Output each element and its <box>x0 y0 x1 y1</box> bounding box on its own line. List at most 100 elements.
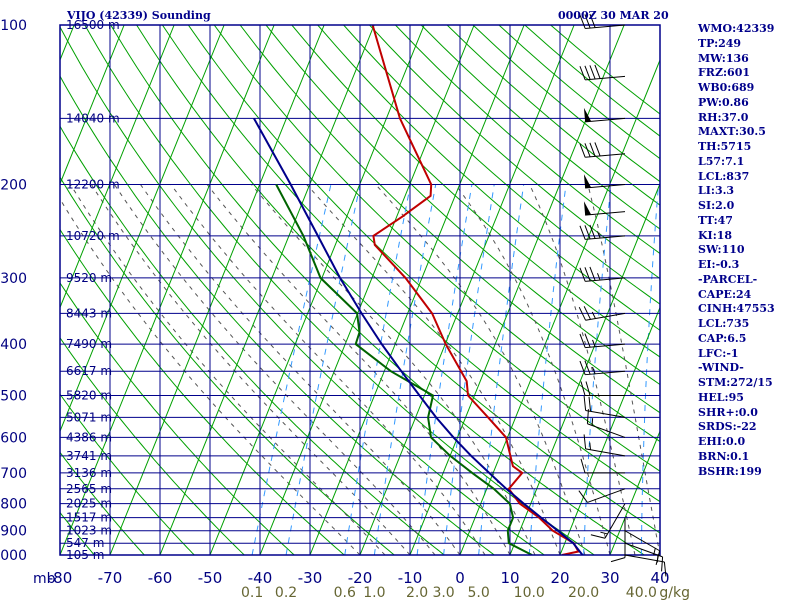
height-level-label: 2565 m <box>66 482 112 496</box>
moist-adiabat <box>251 184 536 555</box>
wind-barb-feather <box>589 224 596 239</box>
temperature-tick-label: -10 <box>398 569 423 587</box>
wind-barb <box>578 306 626 321</box>
wind-barb <box>579 266 626 282</box>
height-level-label: 1517 m <box>66 511 112 525</box>
wind-barb-pennant <box>583 174 592 189</box>
wind-barb-feather <box>583 306 591 320</box>
sounding-index: SHR+:0.0 <box>698 405 758 419</box>
wind-barb-feather <box>578 306 587 321</box>
wind-barb-feather <box>655 550 661 565</box>
sounding-index: MAXT:30.5 <box>698 125 766 139</box>
pressure-tick-label: 200 <box>0 178 27 194</box>
wind-barb-feather <box>579 267 586 282</box>
wind-barb-feather <box>584 360 591 375</box>
wind-barb-half-feather <box>589 442 592 450</box>
dry-adiabat <box>84 25 595 555</box>
pressure-tick-label: 300 <box>0 271 27 287</box>
wind-barb-feather <box>610 557 626 563</box>
chart-title: VIJO (42339) Sounding <box>67 9 211 22</box>
mixing-ratio-line <box>416 184 473 555</box>
temperature-tick-label: -80 <box>48 569 73 587</box>
height-level-label: 105 m <box>66 548 104 562</box>
moist-adiabat <box>113 184 436 555</box>
wind-barb-half-feather <box>591 418 594 426</box>
wind-barb-staff <box>585 343 626 349</box>
wind-barb-feather <box>583 395 587 411</box>
sounding-index: L57:7.1 <box>698 154 745 168</box>
parcel-trace <box>253 117 584 555</box>
mixing-ratio-label: 0.1 <box>241 585 263 600</box>
isotherm <box>559 306 660 555</box>
sounding-index: TP:249 <box>698 36 742 50</box>
wind-barb-feather <box>584 143 591 158</box>
wind-barb-staff <box>624 530 660 552</box>
dry-adiabat <box>60 282 295 555</box>
wind-barb <box>583 107 626 123</box>
moist-adiabat <box>170 184 486 555</box>
wind-barb-staff <box>585 117 626 123</box>
moist-adiabat <box>90 184 411 555</box>
wind-barb <box>579 333 626 349</box>
wind-barb-feather <box>584 14 591 29</box>
height-level-label: 6617 m <box>66 364 112 378</box>
wind-barb-staff <box>587 423 626 438</box>
height-level-label: 1023 m <box>66 524 112 538</box>
wind-barb-half-feather <box>600 531 608 535</box>
isotherm <box>60 25 125 186</box>
sounding-index: PW:0.86 <box>698 95 749 109</box>
temperature-tick-label: 20 <box>550 569 569 587</box>
mixing-ratio-label: 0.6 <box>334 585 356 600</box>
wind-barb-feather <box>594 64 601 79</box>
sounding-index: SI:2.0 <box>698 199 735 212</box>
wind-barb-pennant <box>583 107 592 122</box>
mixing-ratio-line <box>640 184 659 555</box>
wind-barb-feather <box>584 65 591 80</box>
temperature-profile <box>371 25 580 555</box>
isotherm <box>309 25 525 555</box>
wind-barb-feather <box>580 458 586 474</box>
wind-barb-feather <box>579 333 586 348</box>
height-level-label: 7490 m <box>66 337 112 351</box>
dry-adiabat <box>161 25 660 503</box>
wind-barb-feather <box>590 534 606 539</box>
wind-barb-staff <box>585 277 626 282</box>
wind-barb-half-feather <box>591 311 596 319</box>
pressure-tick-label: 1000 <box>0 548 27 564</box>
isotherm <box>60 25 175 309</box>
wind-barb-feather <box>578 490 588 503</box>
sounding-indices-list: WMO:42339 TP:249 MW:136 FRZ:601 WB0:689 PW:0.… <box>698 22 798 479</box>
wind-barb-half-feather <box>592 339 596 347</box>
dry-adiabat <box>60 25 545 555</box>
wind-barb-feather <box>583 434 587 449</box>
wind-barb-feather <box>584 225 591 240</box>
mixing-ratio-line <box>373 184 437 555</box>
sounding-index: EHI:0.0 <box>698 435 746 448</box>
sounding-index: HEL:95 <box>698 390 744 404</box>
pressure-tick-label: 500 <box>0 388 27 404</box>
isotherm <box>60 25 275 555</box>
wind-barb <box>579 64 626 81</box>
height-level-label: 9520 m <box>66 271 112 285</box>
height-level-label: 4386 m <box>66 430 112 444</box>
isotherm <box>459 58 660 555</box>
wind-barb-staff <box>585 211 626 216</box>
isotherm <box>109 25 325 555</box>
wind-barb-feather <box>579 14 586 29</box>
wind-barb <box>610 517 626 563</box>
wind-barb <box>579 13 626 29</box>
mixing-ratio-line <box>285 184 361 555</box>
wind-barb-feather <box>584 267 591 282</box>
sounding-index: CAP:6.5 <box>698 331 747 345</box>
sounding-index: BSHR:199 <box>698 464 762 478</box>
sounding-index: -PARCEL- <box>698 272 758 286</box>
wind-barb-feather <box>584 333 591 348</box>
wind-barb <box>590 503 626 539</box>
height-level-label: 3136 m <box>66 466 112 480</box>
sounding-index: TT:47 <box>698 213 733 227</box>
wind-barb-half-feather <box>592 366 596 374</box>
mixing-ratio-label: 10.0 <box>514 585 545 600</box>
sounding-index: LCL:837 <box>698 169 750 183</box>
wind-barb-staff <box>585 75 626 81</box>
isotherm <box>359 25 575 555</box>
